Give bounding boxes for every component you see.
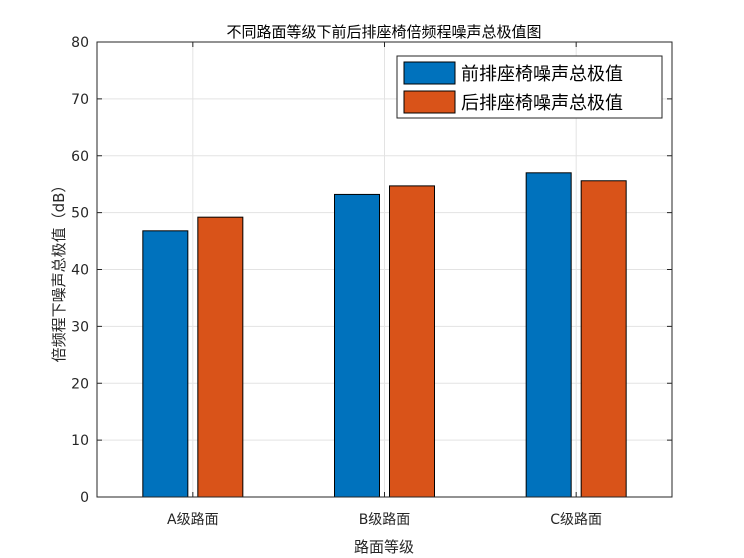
- bar-front-1: [334, 193, 380, 498]
- y-axis-ticks: 0 10 20 30 40 50 60 70 80: [71, 35, 672, 506]
- bar-front-2: [525, 172, 572, 498]
- x-tick-label: B级路面: [359, 512, 411, 528]
- y-tick-label: 0: [80, 490, 89, 506]
- x-tick-label: C级路面: [550, 512, 602, 528]
- y-tick-label: 60: [71, 149, 89, 165]
- bar-front-0: [142, 230, 189, 498]
- x-axis-label: 路面等级: [354, 538, 414, 556]
- bar-rear-2: [580, 180, 627, 498]
- y-tick-label: 30: [71, 319, 89, 335]
- legend-label-front: 前排座椅噪声总极值: [461, 64, 623, 85]
- legend-swatch-front: [403, 61, 456, 85]
- y-axis-label: 倍频程下噪声总极值（dB）: [50, 178, 68, 363]
- bar-rear-0: [197, 216, 244, 498]
- y-tick-label: 10: [71, 433, 89, 449]
- y-tick-label: 50: [71, 206, 89, 222]
- y-tick-label: 20: [71, 376, 89, 392]
- legend: 前排座椅噪声总极值 后排座椅噪声总极值: [396, 55, 663, 119]
- y-tick-label: 70: [71, 92, 89, 108]
- y-tick-label: 40: [71, 263, 89, 279]
- x-axis-ticks: A级路面 B级路面 C级路面: [167, 42, 602, 528]
- y-tick-label: 80: [71, 35, 89, 51]
- bar-rear-1: [389, 185, 435, 498]
- legend-swatch-rear: [403, 90, 456, 114]
- x-tick-label: A级路面: [167, 512, 219, 528]
- chart-title: 不同路面等级下前后排座椅倍频程噪声总极值图: [226, 23, 541, 41]
- bars: [142, 172, 627, 498]
- legend-label-rear: 后排座椅噪声总极值: [461, 93, 623, 114]
